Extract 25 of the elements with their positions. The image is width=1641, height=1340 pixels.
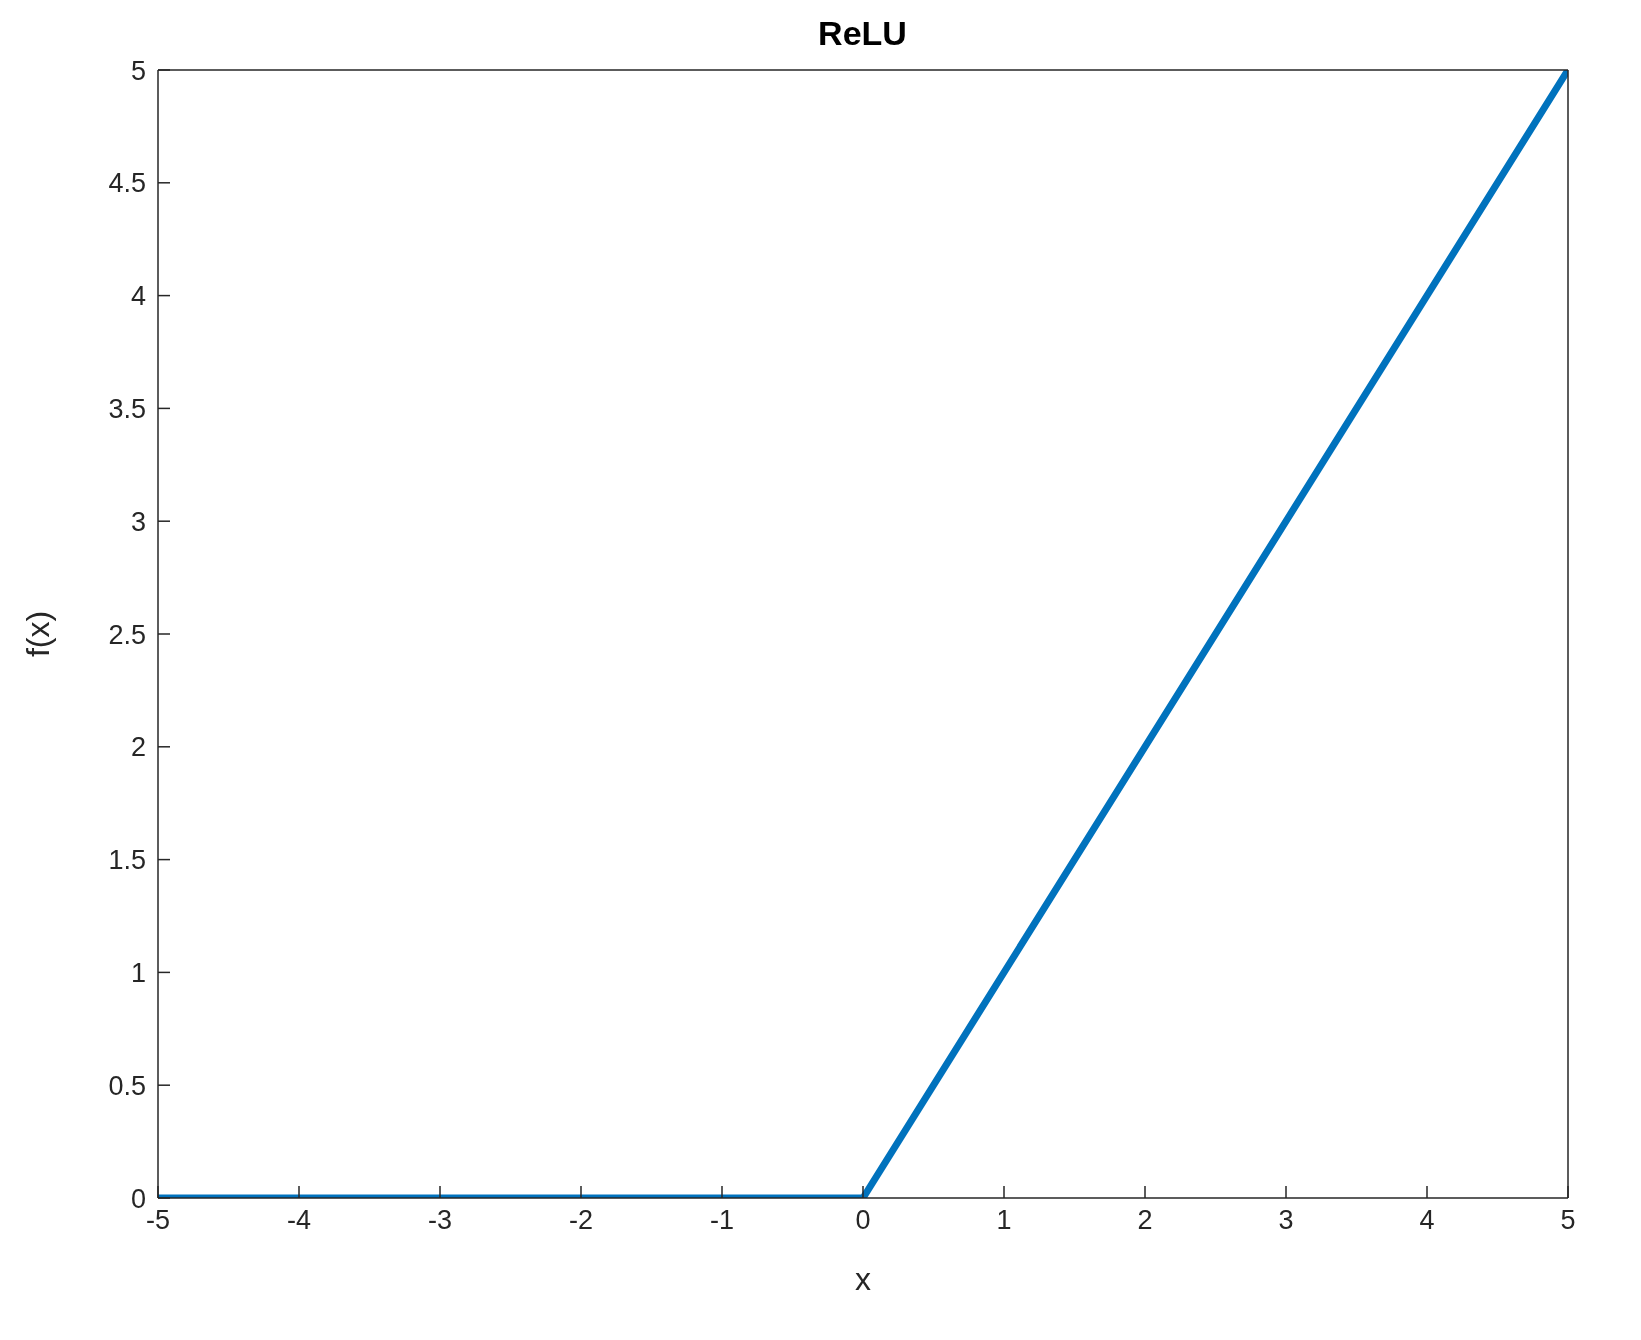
x-tick-label: -4 <box>286 1205 312 1236</box>
y-tick-label: 3 <box>130 506 146 537</box>
x-tick-label: 3 <box>1278 1205 1294 1236</box>
y-tick-label: 1 <box>130 957 146 988</box>
y-tick-label: 1.5 <box>108 845 146 876</box>
y-tick-label: 0.5 <box>108 1070 146 1101</box>
x-tick-label: 5 <box>1560 1205 1576 1236</box>
y-tick-label: 3.5 <box>108 393 146 424</box>
x-tick-label: 4 <box>1419 1205 1435 1236</box>
y-tick-label: 5 <box>130 55 146 86</box>
y-tick-label: 4.5 <box>108 168 146 199</box>
y-tick-label: 2.5 <box>108 619 146 650</box>
chart-title: ReLU <box>817 14 908 53</box>
x-tick-label: 1 <box>996 1205 1012 1236</box>
x-tick-label: -2 <box>568 1205 594 1236</box>
y-tick-label: 2 <box>130 732 146 763</box>
y-axis-title: f(x) <box>20 610 57 658</box>
x-axis-title: x <box>855 1261 871 1297</box>
y-tick-label: 0 <box>130 1183 146 1214</box>
y-tick-label: 4 <box>130 281 146 312</box>
x-tick-label: -5 <box>145 1205 171 1236</box>
x-tick-label: -3 <box>427 1205 453 1236</box>
x-tick-label: -1 <box>709 1205 735 1236</box>
x-tick-label: 0 <box>855 1205 871 1236</box>
x-tick-label: 2 <box>1137 1205 1153 1236</box>
